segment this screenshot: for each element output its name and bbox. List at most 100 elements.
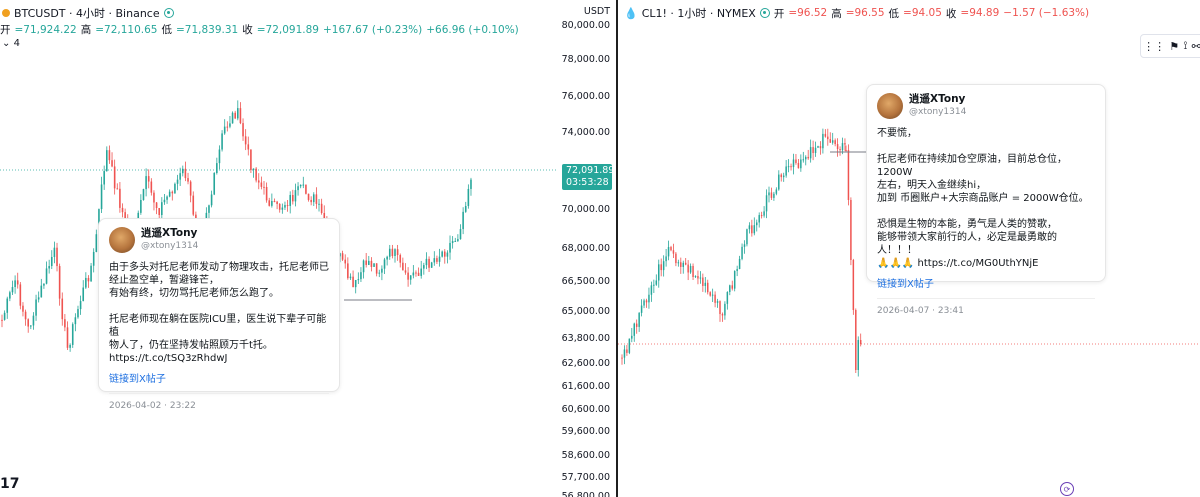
candle-body [299, 184, 302, 187]
drag-handle-icon[interactable]: ⋮⋮ [1143, 39, 1166, 53]
candle-body [729, 285, 731, 293]
secondary-change-value: +66.96 (+0.10%) [426, 23, 519, 36]
tweet-text-line[interactable]: 🙏🙏🙏 https://t.co/MG0UthYNjE [877, 258, 1039, 269]
candle-body [349, 276, 352, 279]
candle-body [409, 275, 412, 280]
price-axis-label: 63,800.00 [561, 333, 610, 344]
candle-body [640, 305, 643, 313]
candle-body [365, 260, 367, 265]
candle-body [1, 319, 3, 321]
indicator-toggle[interactable]: ⌄ 4 [2, 38, 20, 49]
candle-body [189, 181, 192, 196]
avatar[interactable] [877, 93, 903, 119]
low-label: 低 [161, 24, 173, 36]
open-value: =71,924.22 [14, 23, 77, 36]
candle-body [827, 136, 829, 140]
candle-body [40, 285, 43, 298]
candle-body [163, 199, 166, 203]
candle-body [205, 212, 208, 221]
tweet-author-name[interactable]: 逍遥XTony [909, 93, 966, 105]
btc-legend: BTCUSDT · 4小时 · Binance [2, 5, 174, 21]
candle-body [726, 292, 729, 304]
candle-body [79, 301, 82, 310]
candle-body [231, 112, 234, 124]
tweet-link[interactable]: 链接到X帖子 [877, 279, 934, 290]
candle-body [184, 168, 187, 179]
candle-body [782, 175, 785, 178]
tweet-header: 逍遥XTony @xtony1314 [877, 93, 1095, 119]
tweet-link[interactable]: 链接到X帖子 [109, 374, 166, 385]
candle-body [443, 251, 446, 257]
tradingview-logo[interactable]: 17 [0, 476, 20, 492]
tweet-body: 由于多头对托尼老师发动了物理攻击，托尼老师已 经止盈空单，暂避锋芒， 有始有终，切勿… [109, 261, 329, 365]
candle-body [56, 247, 58, 267]
floating-drawing-toolbar[interactable]: ⋮⋮ ⚑ ⟟ ⚯ [1140, 34, 1200, 58]
tweet-card-left[interactable]: 逍遥XTony @xtony1314 由于多头对托尼老师发动了物理攻击，托尼老师… [98, 218, 340, 411]
candle-body [48, 266, 50, 269]
candle-body [441, 251, 443, 257]
candle-body [294, 190, 297, 202]
tweet-text-line: 由于多头对托尼老师发动了物理攻击，托尼老师已 [109, 262, 329, 273]
candle-body [689, 265, 692, 273]
candle-body [655, 280, 658, 285]
candle-body [650, 285, 653, 295]
candle-body [176, 179, 179, 184]
flag-icon[interactable]: ⚑ [1169, 39, 1180, 53]
candle-body [743, 244, 746, 247]
candle-body [61, 298, 64, 320]
candle-body [731, 285, 733, 289]
candle-body [675, 253, 677, 264]
visibility-eye-icon[interactable] [759, 8, 770, 18]
candle-body [192, 195, 195, 215]
close-label: 收 [242, 24, 253, 36]
tweet-author-name[interactable]: 逍遥XTony [141, 227, 198, 239]
crude-chart-pane[interactable]: 💧 CL1! · 1小时 · NYMEX 开 =96.52 高 =96.55 低 =9… [618, 0, 1200, 497]
candle-body [66, 327, 69, 348]
currency-label[interactable]: USDT [583, 6, 610, 17]
candle-body [386, 256, 388, 260]
candle-body [242, 123, 244, 137]
pane-divider[interactable] [616, 0, 618, 497]
link-icon[interactable]: ⚯ [1191, 39, 1200, 53]
candle-body [430, 262, 433, 268]
replay-icon[interactable]: ⟳ [1060, 482, 1074, 496]
price-axis-label: 70,000.00 [561, 204, 610, 215]
btc-chart-pane[interactable]: BTCUSDT · 4小时 · Binance 开 =71,924.22 高 =72… [0, 0, 616, 497]
low-label: 低 [888, 7, 900, 20]
low-value: =94.05 [903, 7, 942, 19]
candle-body [268, 200, 271, 206]
candle-body [462, 211, 464, 230]
candle-body [323, 213, 326, 222]
candle-body [412, 272, 415, 276]
candle-body [90, 265, 92, 282]
candle-body [19, 284, 22, 306]
candle-body [758, 215, 760, 223]
visibility-eye-icon[interactable] [163, 8, 174, 18]
tweet-author-handle[interactable]: @xtony1314 [141, 241, 199, 251]
candle-body [436, 258, 438, 262]
candle-body [370, 260, 373, 267]
last-price: 72,091.89 [566, 165, 615, 176]
price-axis-label: 74,000.00 [561, 127, 610, 138]
candle-body [809, 147, 812, 159]
crude-candle-chart[interactable] [618, 0, 1200, 497]
tweet-card-right[interactable]: 逍遥XTony @xtony1314 不要慌， 托尼老师在持续加仓空原油，目前总仓… [866, 84, 1106, 316]
candle-body [852, 260, 855, 310]
candle-body [237, 108, 239, 119]
tweet-author-handle[interactable]: @xtony1314 [909, 107, 967, 117]
candle-body [74, 317, 77, 325]
tweet-text-line: 有始有终，切勿骂托尼老师怎么跑了。 [109, 288, 279, 299]
avatar[interactable] [109, 227, 135, 253]
candle-body [467, 188, 470, 206]
candle-body [22, 305, 24, 312]
tree-icon[interactable]: ⟟ [1183, 39, 1188, 52]
crude-symbol-title[interactable]: CL1! · 1小时 · NYMEX [641, 7, 756, 20]
candle-body [670, 247, 672, 251]
high-label: 高 [831, 7, 842, 20]
candle-body [171, 191, 174, 194]
candle-body [271, 201, 273, 206]
btc-symbol-title[interactable]: BTCUSDT · 4小时 · Binance [14, 7, 160, 20]
candle-body [855, 310, 857, 370]
candle-body [399, 255, 402, 263]
tweet-text-line[interactable]: https://t.co/tSQ3zRhdwJ [109, 353, 228, 364]
